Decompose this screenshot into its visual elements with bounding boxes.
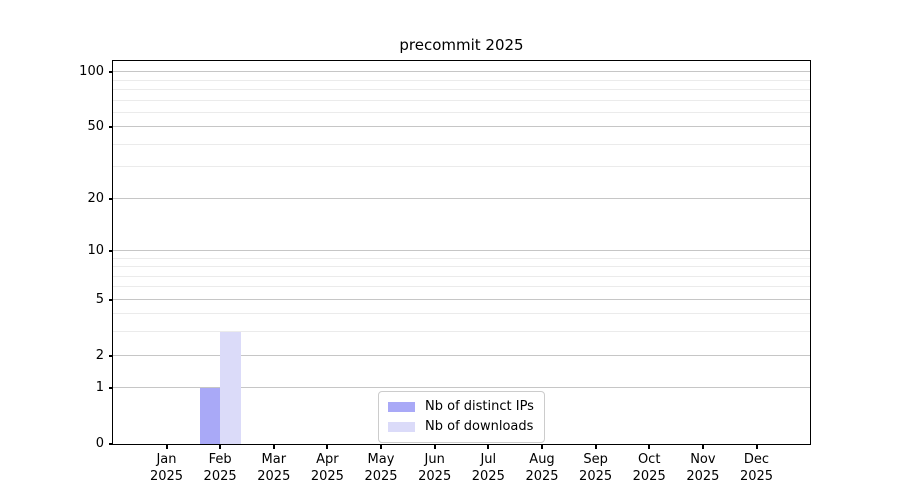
x-tick-label-year: 2025 [579,469,613,484]
x-tick-mark [165,445,168,449]
minor-gridline [113,257,810,259]
x-tick-label: Oct 2025 [609,451,689,485]
y-tick-label: 20 [87,190,104,206]
x-tick-label-year: 2025 [364,469,398,484]
x-tick-label-month: Mar [261,452,287,467]
x-tick-label-year: 2025 [257,469,291,484]
minor-gridline [113,79,810,81]
x-tick-label-month: Feb [208,452,232,467]
x-tick-mark [272,445,275,449]
x-tick-label: Jul 2025 [448,451,528,485]
y-tick-label: 5 [95,291,104,307]
bar-nb-of-downloads [220,332,241,444]
y-tick-mark [109,126,113,129]
x-tick-label-month: Oct [637,452,661,467]
x-tick-label-year: 2025 [418,469,452,484]
major-gridline [113,126,810,128]
y-tick-label: 10 [87,242,104,258]
x-tick-label-month: Jan [156,452,177,467]
x-tick-mark [219,445,222,449]
y-tick-label: 2 [95,347,104,363]
x-tick-label-month: Jul [480,452,497,467]
x-tick-label: Jan 2025 [127,451,207,485]
y-tick-mark [109,249,113,252]
major-gridline [113,298,810,300]
legend-swatch [388,402,415,412]
x-tick-mark [433,445,436,449]
y-tick-mark [109,443,113,445]
x-tick-label: May 2025 [341,451,421,485]
x-tick-label: Nov 2025 [663,451,743,485]
x-tick-label-year: 2025 [632,469,666,484]
y-tick-label: 0 [95,436,104,451]
x-tick-mark [380,445,382,449]
major-gridline [113,71,810,73]
major-gridline [113,354,810,356]
legend-item-label: Nb of distinct IPs [425,399,534,414]
minor-gridline [113,99,810,101]
x-tick-mark [755,445,758,449]
x-tick-label-year: 2025 [686,469,720,484]
x-tick-label-year: 2025 [471,469,505,484]
legend-item-label: Nb of downloads [425,419,534,434]
x-tick-label: Apr 2025 [287,451,367,485]
y-tick-mark [109,387,113,390]
chart-title: precommit 2025 [399,36,524,54]
x-tick-label: Sep 2025 [556,451,636,485]
y-tick-label: 100 [79,64,104,80]
x-tick-label-month: Jun [424,452,445,467]
x-tick-label: Mar 2025 [234,451,314,485]
minor-gridline [113,88,810,90]
x-tick-label: Dec 2025 [717,451,797,485]
x-tick-label-month: Dec [743,452,770,467]
x-tick-label-month: May [367,452,395,467]
minor-gridline [113,143,810,145]
x-tick-label: Aug 2025 [502,451,582,485]
x-tick-label: Feb 2025 [180,451,260,485]
minor-gridline [113,266,810,267]
x-tick-mark [701,445,704,449]
legend-item: Nb of distinct IPs [388,399,534,415]
x-tick-label-month: Sep [583,452,608,467]
x-tick-mark [648,445,651,449]
minor-gridline [113,111,810,113]
major-gridline [113,197,810,199]
x-tick-label-month: Apr [316,452,339,467]
x-tick-mark [594,445,597,449]
x-tick-label-month: Nov [690,452,716,467]
minor-gridline [113,331,810,333]
bar-nb-of-distinct-ips [199,388,221,444]
x-tick-label: Jun 2025 [395,451,475,485]
y-tick-mark [109,298,113,301]
minor-gridline [113,286,810,288]
x-tick-label-year: 2025 [739,469,774,484]
y-tick-label: 50 [87,119,104,135]
y-tick-label: 1 [95,380,104,396]
y-tick-mark [109,71,113,74]
major-gridline [113,249,810,251]
x-tick-label-month: Aug [529,452,555,467]
minor-gridline [113,313,810,315]
minor-gridline [113,166,810,168]
major-gridline [113,387,810,389]
x-tick-mark [541,445,543,449]
x-tick-mark [487,445,490,449]
legend-swatch [388,422,415,432]
x-tick-label-year: 2025 [149,469,184,484]
y-tick-mark [109,197,113,200]
x-tick-label-year: 2025 [310,469,344,484]
minor-gridline [113,275,810,277]
x-tick-label-year: 2025 [525,469,559,484]
legend: Nb of distinct IPs Nb of downloads [378,391,545,443]
plot-area [112,60,811,445]
x-tick-label-year: 2025 [203,469,237,484]
x-tick-mark [326,445,329,449]
legend-item: Nb of downloads [388,419,534,435]
y-tick-mark [109,354,113,357]
